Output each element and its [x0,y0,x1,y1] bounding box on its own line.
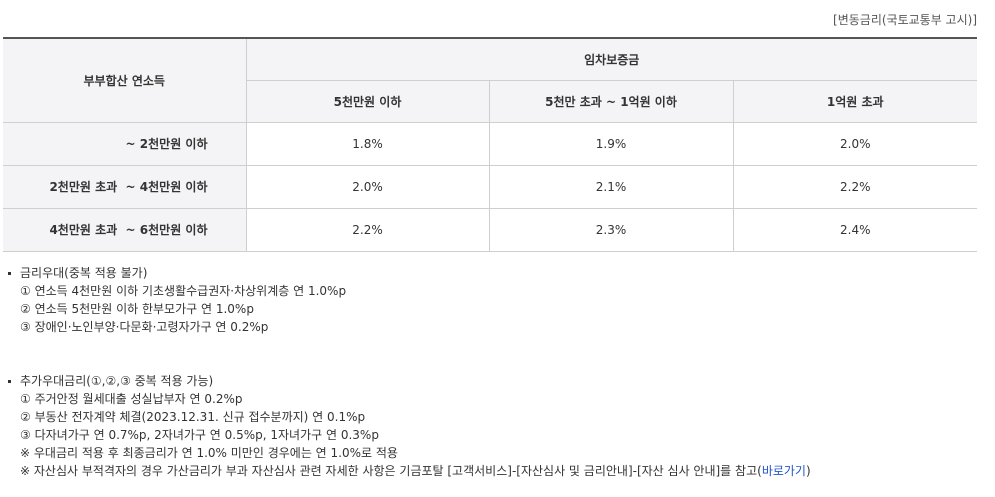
rate-cell: 2.1% [488,164,734,209]
column-header: 1억원 초과 [732,79,977,123]
rate-type-note: [변동금리(국토교통부 고시)] [833,13,977,27]
bullet-icon [8,379,11,383]
asset-review-text-end: ) [805,464,811,478]
income-bracket-label: 2천만원 초과 ~ 4천만원 이하 [3,164,247,209]
table-row: 4천만원 초과 ~ 6천만원 이하 2.2% 2.3% 2.4% [3,207,977,252]
list-item: ③ 장애인·노인부양·다문화·고령자가구 연 0.2%p [20,320,269,334]
notes-section: 금리우대(중복 적용 불가) ① 연소득 4천만원 이하 기초생활수급권자·차상… [6,264,986,480]
table-row: ~ 2천만원 이하 1.8% 1.9% 2.0% [3,121,977,166]
list-item: ② 부동산 전자계약 체결(2023.12.31. 신규 접수분까지) 연 0.… [20,410,366,424]
rate-cell: 2.0% [245,164,490,209]
income-bracket-label: ~ 2천만원 이하 [3,121,247,166]
list-item: ② 연소득 5천만원 이하 한부모가구 연 1.0%p [20,302,254,316]
rate-cell: 2.2% [732,164,977,209]
additional-block: 추가우대금리(①,②,③ 중복 적용 가능) ① 주거안정 월세대출 성실납부자… [6,372,986,480]
discount-block: 금리우대(중복 적용 불가) ① 연소득 4천만원 이하 기초생활수급권자·차상… [6,264,986,336]
rate-cell: 1.8% [245,121,490,166]
discount-title: 금리우대(중복 적용 불가) [20,266,148,280]
list-item: ※ 우대금리 적용 후 최종금리가 연 1.0% 미만인 경우에는 연 1.0%… [20,446,398,460]
rate-cell: 2.3% [488,207,734,252]
additional-title: 추가우대금리(①,②,③ 중복 적용 가능) [20,374,214,388]
income-header: 부부합산 연소득 [3,37,247,123]
go-link[interactable]: 바로가기 [761,464,806,478]
bullet-icon [8,271,11,275]
column-header: 5천만원 이하 [246,79,490,123]
column-header: 5천만 초과 ~ 1억원 이하 [488,79,734,123]
rate-table: 부부합산 연소득 임차보증금 5천만원 이하 5천만 초과 ~ 1억원 이하 1… [3,37,977,252]
deposit-header: 임차보증금 [245,37,977,81]
rate-cell: 2.2% [245,207,490,252]
asset-review-text: ※ 자산심사 부적격자의 경우 가산금리가 부과 자산심사 관련 자세한 사항은… [20,464,762,478]
list-item: ① 주거안정 월세대출 성실납부자 연 0.2%p [20,392,243,406]
rate-cell: 2.4% [732,207,977,252]
list-item: ③ 다자녀가구 연 0.7%p, 2자녀가구 연 0.5%p, 1자녀가구 연 … [20,428,379,442]
rate-cell: 1.9% [488,121,734,166]
income-bracket-label: 4천만원 초과 ~ 6천만원 이하 [3,207,247,252]
rate-cell: 2.0% [732,121,977,166]
table-row: 2천만원 초과 ~ 4천만원 이하 2.0% 2.1% 2.2% [3,164,977,209]
list-item: ① 연소득 4천만원 이하 기초생활수급권자·차상위계층 연 1.0%p [20,284,347,298]
asset-review-note: ※ 자산심사 부적격자의 경우 가산금리가 부과 자산심사 관련 자세한 사항은… [6,462,986,480]
